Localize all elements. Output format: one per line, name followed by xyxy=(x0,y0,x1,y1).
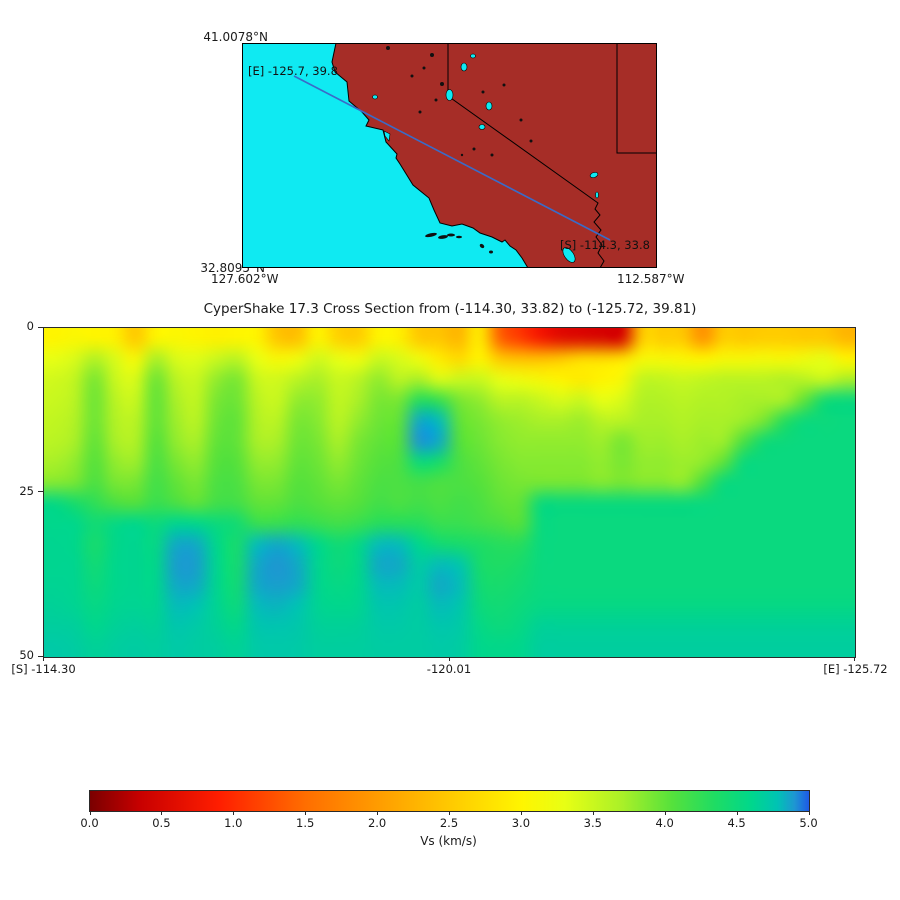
colorbar-tick-mark xyxy=(736,811,738,815)
colorbar-tick-mark xyxy=(592,811,594,815)
map-salton-sea xyxy=(562,247,576,263)
ytick-label-25: 25 xyxy=(19,484,34,498)
map-channel-islands xyxy=(425,232,493,254)
colorbar-tick-label: 3.0 xyxy=(511,816,531,830)
map-lake-mead xyxy=(589,171,599,179)
xtick-mark-e xyxy=(854,657,855,661)
cross-section-plot xyxy=(43,327,856,658)
colorbar-tick-mark xyxy=(89,811,91,815)
colorbar-tick-label: 0.5 xyxy=(152,816,171,830)
xtick-mark-mid xyxy=(449,657,450,661)
ytick-mark-25 xyxy=(38,491,43,492)
map-lake-honey xyxy=(470,53,476,59)
map-lakes xyxy=(372,53,599,263)
map-clear-lake xyxy=(372,94,378,100)
ytick-label-50: 50 xyxy=(19,648,34,662)
ytick-mark-50 xyxy=(38,656,43,657)
colorbar-tick-label: 2.5 xyxy=(439,816,459,830)
colorbar-tick-label: 3.5 xyxy=(583,816,602,830)
colorbar-tick-mark xyxy=(377,811,379,815)
map-lat-top-label: 41.0078°N xyxy=(203,30,268,44)
colorbar-tick-label: 4.5 xyxy=(727,816,746,830)
ytick-mark-0 xyxy=(38,327,43,328)
map-border-ca-nv xyxy=(447,43,605,268)
colorbar-tick-mark xyxy=(520,811,522,815)
map-lake-pyramid xyxy=(460,62,468,72)
map-lake-walker xyxy=(485,101,493,111)
colorbar-tick-mark xyxy=(233,811,235,815)
colorbar-tick-label: 2.0 xyxy=(367,816,387,830)
map-lon-right-label: 112.587°W xyxy=(617,272,685,286)
figure-title: CyperShake 17.3 Cross Section from (-114… xyxy=(203,301,697,317)
colorbar-tick-label: 1.0 xyxy=(224,816,243,830)
colorbar-tick-label: 5.0 xyxy=(799,816,818,830)
colorbar xyxy=(89,790,810,812)
colorbar-tick-label: 1.5 xyxy=(296,816,315,830)
colorbar-tick-mark xyxy=(664,811,666,815)
overview-map: [E] -125.7, 39.8 [S] -114.3, 33.8 xyxy=(242,43,657,268)
map-lake-mono xyxy=(478,124,486,130)
cross-section-canvas xyxy=(44,328,855,657)
map-sf-bay xyxy=(383,130,391,142)
xtick-label-e: [E] -125.72 xyxy=(823,662,888,676)
cross-section-line xyxy=(293,75,611,241)
colorbar-tick-mark xyxy=(808,811,810,815)
colorbar-tick-mark xyxy=(161,811,163,815)
colorbar-tick-label: 0.0 xyxy=(80,816,99,830)
colorbar-gradient xyxy=(90,791,809,811)
map-small-features xyxy=(386,46,533,157)
map-start-label: [S] -114.3, 33.8 xyxy=(560,238,650,252)
xtick-mark-s xyxy=(43,657,44,661)
map-lake-tahoe xyxy=(445,89,454,101)
map-lon-left-label: 127.602°W xyxy=(211,272,279,286)
ytick-label-0: 0 xyxy=(26,319,34,333)
colorbar-tick-mark xyxy=(449,811,450,815)
colorbar-axis-label: Vs (km/s) xyxy=(420,834,477,848)
map-lake-havasu xyxy=(595,191,599,199)
xtick-label-mid: -120.01 xyxy=(426,662,472,676)
map-frame xyxy=(242,43,657,268)
colorbar-tick-label: 4.0 xyxy=(655,816,674,830)
colorbar-tick-mark xyxy=(305,811,307,815)
map-border-nv-ut-az xyxy=(616,43,657,154)
map-end-label: [E] -125.7, 39.8 xyxy=(248,64,338,78)
xtick-label-s: [S] -114.30 xyxy=(11,662,76,676)
